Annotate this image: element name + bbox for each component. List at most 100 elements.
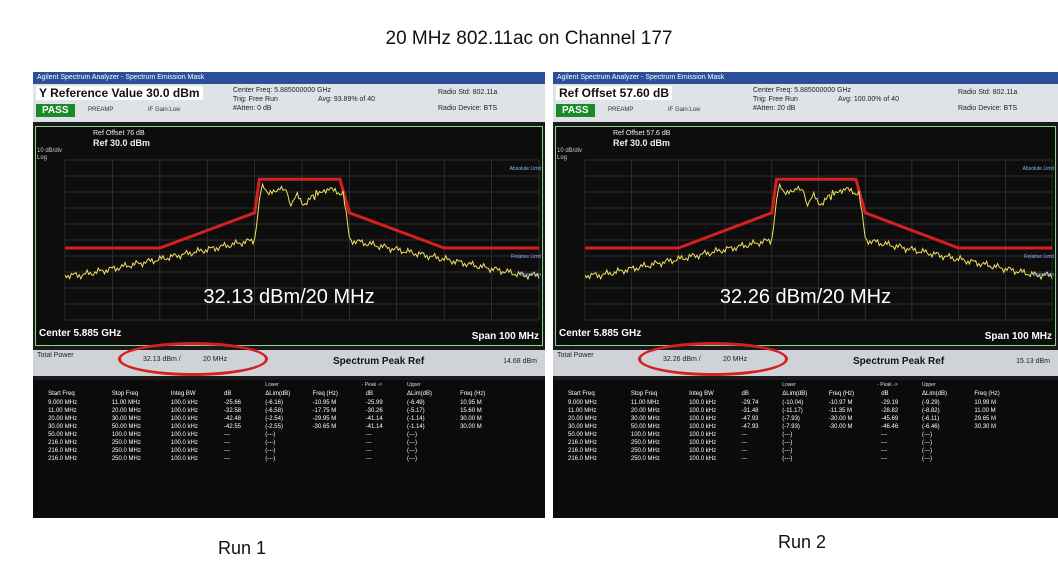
- table-cell: 100.0 kHz: [171, 416, 198, 423]
- table-cell: -30.26: [366, 408, 383, 415]
- table-cell: (-10.04): [782, 400, 803, 407]
- table-cell: (-11.17): [782, 408, 803, 415]
- table-cell: (-1.14): [407, 416, 425, 423]
- table-cell: -32.58: [224, 408, 241, 415]
- peak-value: 15.13 dBm: [1016, 358, 1050, 365]
- table-cell: 100.0 kHz: [689, 456, 716, 463]
- table-cell: -10.95 M: [313, 400, 337, 407]
- table-header: Integ BW: [171, 391, 196, 397]
- table-cell: -46.46: [881, 424, 898, 431]
- table-header: dB: [366, 391, 373, 397]
- table-header: Freq (Hz): [974, 391, 999, 397]
- table-cell: -42.48: [224, 416, 241, 423]
- table-cell: 100.0 kHz: [171, 408, 198, 415]
- table-cell: -30.65 M: [313, 424, 337, 431]
- power-overlay: 32.13 dBm/20 MHz: [33, 286, 545, 309]
- group-label: - Peak ->: [877, 382, 897, 388]
- table-cell: (---): [922, 448, 932, 455]
- log: Log: [557, 155, 567, 161]
- table-cell: 100.0 kHz: [689, 416, 716, 423]
- table-cell: 100.0 MHz: [631, 432, 660, 439]
- table-cell: (---): [407, 440, 417, 447]
- table-cell: ---: [741, 448, 747, 455]
- table-cell: 250.0 MHz: [631, 456, 660, 463]
- table-cell: ---: [366, 448, 372, 455]
- run-caption: Run 1: [218, 538, 266, 559]
- preamp: PREAMP: [88, 107, 113, 113]
- table-cell: 100.0 kHz: [171, 456, 198, 463]
- table-cell: 30.00 MHz: [48, 424, 77, 431]
- table-header: Integ BW: [689, 391, 714, 397]
- table-cell: ---: [224, 448, 230, 455]
- window-title: Agilent Spectrum Analyzer - Spectrum Emi…: [33, 72, 545, 84]
- table-cell: 20.00 MHz: [631, 408, 660, 415]
- table-cell: 100.0 kHz: [171, 424, 198, 431]
- slide-title: 20 MHz 802.11ac on Channel 177: [0, 28, 1058, 50]
- table-cell: (---): [782, 456, 792, 463]
- table-cell: (-6.49): [407, 400, 425, 407]
- table-cell: 11.00 MHz: [112, 400, 141, 407]
- table-cell: -25.66: [224, 400, 241, 407]
- radio-std: Radio Std: 802.11a: [958, 89, 1017, 96]
- spectrum-display: [555, 126, 1056, 346]
- table-cell: ---: [224, 456, 230, 463]
- peak-value: 14.68 dBm: [503, 358, 537, 365]
- ref-level: Ref 30.0 dBm: [613, 138, 670, 148]
- table-cell: (-9.29): [922, 400, 940, 407]
- table-cell: -30.00 M: [829, 424, 853, 431]
- total-power-label: Total Power: [37, 352, 74, 359]
- table-cell: -25.99: [366, 400, 383, 407]
- table-cell: 250.0 MHz: [631, 440, 660, 447]
- table-cell: (---): [782, 448, 792, 455]
- table-header: ΔLim(dB): [782, 391, 807, 397]
- if-gain: IF Gain:Low: [668, 107, 700, 113]
- table-cell: 11.00 MHz: [48, 408, 77, 415]
- ref-level: Ref 30.0 dBm: [93, 138, 150, 148]
- table-cell: (-5.17): [407, 408, 425, 415]
- table-cell: 50.00 MHz: [631, 424, 660, 431]
- table-cell: (-7.93): [782, 416, 800, 423]
- trace-label: Spectrum: [1033, 272, 1054, 278]
- table-cell: ---: [224, 440, 230, 447]
- table-header: dB: [741, 391, 748, 397]
- table-cell: ---: [366, 440, 372, 447]
- table-cell: 216.0 MHz: [48, 440, 77, 447]
- avg: Avg: 93.89% of 40: [318, 96, 375, 103]
- table-cell: (-6.16): [265, 400, 283, 407]
- span-label: Span 100 MHz: [985, 331, 1052, 342]
- trace-label: Absolute Limit: [510, 166, 541, 172]
- center-freq: Center Freq: 5.885000000 GHz: [753, 87, 851, 94]
- group-label: Upper: [922, 382, 936, 388]
- ref-line: Ref Offset 57.60 dB: [556, 86, 672, 100]
- radio-std: Radio Std: 802.11a: [438, 89, 497, 96]
- table-cell: 100.0 kHz: [689, 424, 716, 431]
- trace-label: Relative Limit: [1024, 254, 1054, 260]
- table-cell: 10.95 M: [460, 400, 482, 407]
- table-cell: (---): [922, 432, 932, 439]
- peak-ref: Spectrum Peak Ref: [853, 356, 944, 367]
- table-cell: 50.00 MHz: [568, 432, 597, 439]
- table-cell: 50.00 MHz: [48, 432, 77, 439]
- run-caption: Run 2: [778, 532, 826, 553]
- pass-status: PASS: [36, 104, 75, 117]
- table-cell: 250.0 MHz: [631, 448, 660, 455]
- group-label: Upper: [407, 382, 421, 388]
- table-cell: 100.0 kHz: [171, 400, 198, 407]
- avg: Avg: 100.00% of 40: [838, 96, 899, 103]
- table-header: Freq (Hz): [829, 391, 854, 397]
- power-overlay: 32.26 dBm/20 MHz: [553, 286, 1058, 309]
- table-cell: 216.0 MHz: [568, 440, 597, 447]
- table-header: Stop Freq: [112, 391, 138, 397]
- table-cell: ---: [224, 432, 230, 439]
- table-cell: ---: [881, 448, 887, 455]
- table-cell: -45.69: [881, 416, 898, 423]
- pass-status: PASS: [556, 104, 595, 117]
- display-bg: [555, 126, 1056, 346]
- table-cell: 50.00 MHz: [112, 424, 141, 431]
- table-header: ΔLim(dB): [265, 391, 290, 397]
- total-power-label: Total Power: [557, 352, 594, 359]
- table-cell: ---: [881, 440, 887, 447]
- table-cell: 29.65 M: [974, 416, 996, 423]
- table-cell: 9.000 MHz: [48, 400, 77, 407]
- table-cell: (-2.55): [265, 424, 283, 431]
